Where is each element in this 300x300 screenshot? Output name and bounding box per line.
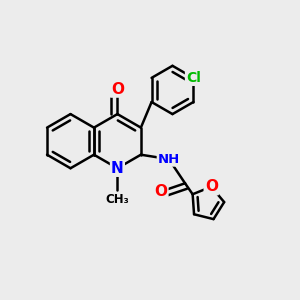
Text: N: N — [111, 161, 124, 176]
Text: O: O — [205, 179, 218, 194]
Text: O: O — [154, 184, 167, 199]
Text: CH₃: CH₃ — [106, 193, 129, 206]
Text: O: O — [111, 82, 124, 97]
Text: Cl: Cl — [186, 71, 201, 85]
Text: NH: NH — [158, 153, 180, 166]
